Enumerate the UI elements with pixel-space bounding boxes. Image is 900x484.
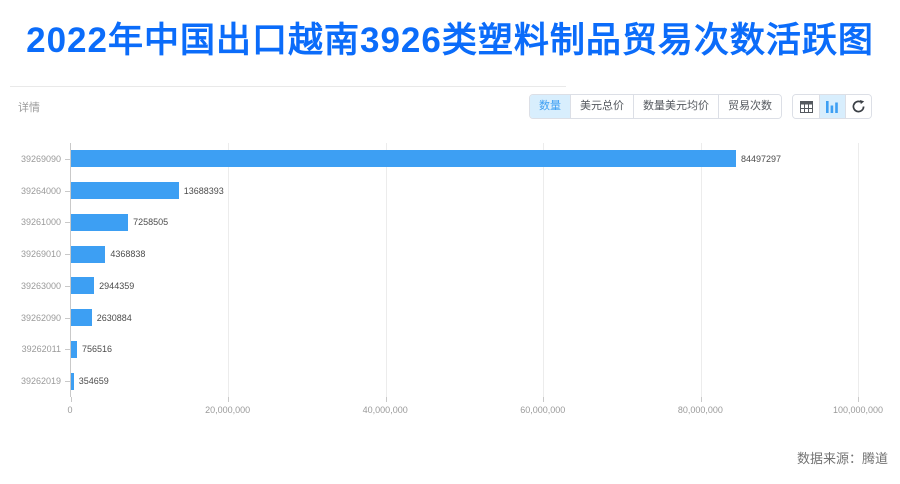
panel-header: 详情 数量 美元总价 数量美元均价 贸易次数 (0, 87, 900, 119)
y-axis-tick (65, 254, 71, 256)
table-icon (799, 100, 813, 113)
bar-chart: 39269090 84497297 39264000 13688393 39261000… (0, 143, 900, 443)
bar-39262019[interactable] (71, 372, 74, 390)
x-axis-tick (858, 397, 859, 402)
details-label: 详情 (18, 101, 40, 114)
y-category-label: 39262090 (20, 312, 61, 323)
bar-row: 39263000 2944359 (21, 270, 858, 302)
y-category-label: 39264000 (20, 185, 61, 196)
x-axis-label: 20,000,000 (205, 405, 251, 415)
plot-area: 39269090 84497297 39264000 13688393 39261000… (21, 143, 859, 402)
bar-value-label: 354659 (78, 376, 109, 387)
chart-view-button[interactable] (819, 95, 845, 118)
view-tool-group (792, 94, 872, 119)
x-axis-tick (700, 397, 702, 402)
x-axis-label: 60,000,000 (520, 405, 566, 415)
bar-39269090[interactable] (71, 150, 736, 168)
bar-39263000[interactable] (71, 277, 95, 295)
bar-row: 39262011 756516 (22, 334, 858, 366)
x-axis-label: 0 (67, 405, 73, 415)
y-category-label: 39262019 (20, 376, 61, 387)
bar-value-label: 756516 (81, 344, 112, 355)
bar-row: 39269010 4368838 (21, 238, 858, 270)
bar-value-label: 2944359 (99, 280, 135, 291)
bar-row: 39262090 2630884 (21, 302, 858, 334)
bar-value-label: 7258505 (133, 217, 169, 228)
y-category-label: 39269090 (20, 153, 61, 164)
bar-chart-icon (826, 100, 838, 113)
metric-tab-group: 数量 美元总价 数量美元均价 贸易次数 (529, 94, 782, 119)
tab-usd-total-price[interactable]: 美元总价 (570, 95, 633, 118)
x-axis-tick (385, 397, 387, 402)
tab-trade-count[interactable]: 贸易次数 (718, 95, 781, 118)
x-axis-label: 100,000,000 (832, 405, 884, 415)
x-axis: 0 20,000,000 40,000,000 60,000,000 80,000,00… (67, 402, 883, 418)
bar-39269010[interactable] (71, 245, 106, 263)
x-axis-tick (228, 397, 230, 402)
y-axis-tick (65, 190, 71, 192)
bar-value-label: 2630884 (96, 312, 132, 323)
bar-row: 39269090 84497297 (21, 143, 858, 175)
toolbar: 数量 美元总价 数量美元均价 贸易次数 (529, 94, 872, 119)
gridline (385, 143, 387, 397)
y-category-label: 39261000 (20, 217, 61, 228)
bar-row: 39264000 13688393 (21, 175, 858, 207)
y-axis-tick (65, 381, 71, 383)
y-axis-tick (65, 222, 71, 224)
bar-value-label: 84497297 (740, 153, 782, 164)
gridline (228, 143, 230, 397)
bar-value-label: 13688393 (183, 185, 224, 196)
bar-row: 39262019 354659 (21, 365, 858, 397)
x-axis-label: 40,000,000 (362, 405, 408, 415)
bar-39262090[interactable] (71, 309, 92, 327)
gridline (543, 143, 545, 397)
x-axis-tick (543, 397, 545, 402)
y-category-label: 39263000 (20, 280, 61, 291)
gridline (858, 143, 859, 397)
y-category-label: 39269010 (20, 249, 61, 260)
gridline (700, 143, 702, 397)
bar-value-label: 4368838 (110, 249, 146, 260)
bar-39264000[interactable] (71, 182, 179, 200)
y-category-label: 39262011 (21, 344, 61, 355)
refresh-button[interactable] (845, 95, 871, 118)
y-axis-tick (65, 349, 71, 351)
header-divider (10, 86, 566, 87)
y-axis-tick (65, 158, 71, 160)
x-axis-label: 80,000,000 (677, 405, 723, 415)
x-axis-tick (71, 397, 72, 402)
y-axis-tick (65, 317, 71, 319)
bar-39262011[interactable] (71, 340, 77, 358)
bar-row: 39261000 7258505 (21, 207, 858, 239)
y-axis-tick (65, 285, 71, 287)
table-view-button[interactable] (793, 95, 819, 118)
tab-quantity[interactable]: 数量 (530, 95, 570, 118)
refresh-icon (852, 100, 865, 113)
data-source-note: 数据来源：腾道 (796, 451, 888, 466)
bar-39261000[interactable] (71, 213, 129, 231)
page-title: 2022年中国出口越南3926类塑料制品贸易次数活跃图 (26, 21, 874, 60)
tab-quantity-usd-avg-price[interactable]: 数量美元均价 (633, 95, 718, 118)
